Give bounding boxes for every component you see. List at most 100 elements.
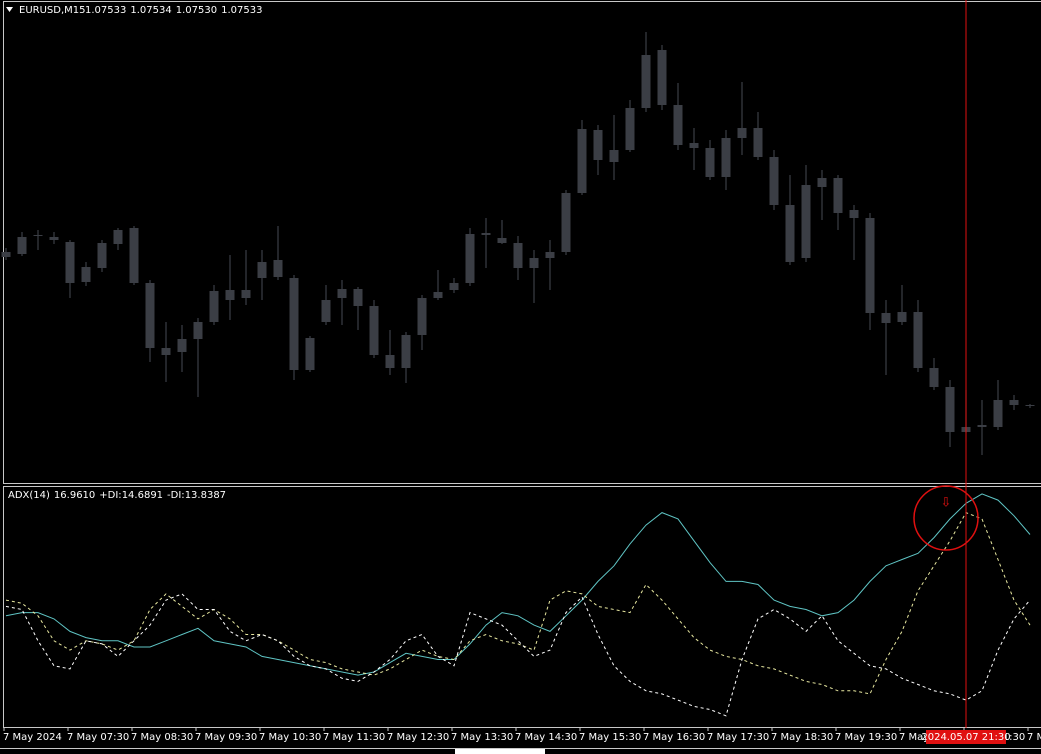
candle-body: [641, 55, 651, 108]
x-tick-label: 7 May 07:30: [67, 732, 129, 743]
candle-body: [977, 425, 987, 427]
candle-body: [705, 148, 715, 177]
candle-body: [353, 289, 363, 306]
quote-value: 1.07534: [130, 5, 171, 16]
x-tick-label: 7 May 10:30: [259, 732, 321, 743]
candle-body: [1009, 400, 1019, 405]
indicator-name: ADX(14): [8, 490, 50, 501]
candle-body: [673, 105, 683, 145]
price-layer: [1, 32, 1035, 455]
annotation-arrow: ⇩: [941, 496, 952, 511]
candle-body: [657, 50, 667, 105]
candle-body: [721, 138, 731, 177]
x-tick-label: 7 May 11:30: [323, 732, 385, 743]
crosshair-label-bg: [926, 730, 1006, 744]
candle-body: [65, 242, 75, 283]
candle-body: [33, 235, 43, 236]
candle-body: [225, 290, 235, 300]
price-panel: [3, 1, 1041, 484]
candle-body: [177, 339, 187, 352]
candle-body: [113, 230, 123, 244]
tab[interactable]: [455, 749, 545, 754]
candle-body: [369, 306, 379, 355]
x-tick-label: 7 May 13:30: [451, 732, 513, 743]
candle-body: [209, 291, 219, 322]
indicator-value: 16.9610: [54, 490, 95, 501]
candle-body: [193, 322, 203, 339]
candle-body: [257, 262, 267, 278]
candle-body: [801, 185, 811, 258]
quote-value: 1.07533: [221, 5, 262, 16]
indicator-name: +DI:: [99, 490, 121, 501]
candle-body: [785, 205, 795, 262]
candle-body: [817, 178, 827, 187]
indicator-value: 13.8387: [185, 490, 226, 501]
candle-body: [913, 312, 923, 368]
candle-body: [17, 237, 27, 254]
quote-value: 1.07530: [176, 5, 217, 16]
symbol-menu[interactable]: [6, 7, 13, 12]
candle-body: [593, 130, 603, 160]
crosshair: 2024.05.07 21:30: [921, 0, 1011, 744]
x-tick-label: 7 May 09:30: [195, 732, 257, 743]
crosshair-label: 2024.05.07 21:30: [921, 732, 1010, 743]
x-tick-label: 7 May 16:30: [643, 732, 705, 743]
candle-body: [481, 233, 491, 235]
candle-body: [385, 355, 395, 368]
quote-value: 1.07533: [85, 5, 126, 16]
annotation-circle: [913, 485, 979, 551]
candle-body: [497, 238, 507, 243]
indicator-layer: [5, 493, 1031, 717]
indicator-readout: ADX(14) 16.9610 +DI: 14.6891 -DI: 13.8387: [8, 490, 226, 501]
candle-body: [513, 243, 523, 268]
candle-body: [97, 243, 107, 268]
x-tick-label: 7 May 2024: [3, 732, 62, 743]
candle-body: [465, 234, 475, 283]
candle-body: [129, 228, 139, 283]
candle-body: [897, 312, 907, 322]
candle-body: [433, 292, 443, 298]
indicator-line: [5, 493, 1031, 676]
candle-body: [881, 313, 891, 323]
candle-body: [609, 150, 619, 162]
candle-body: [561, 193, 571, 252]
candle-body: [577, 129, 587, 193]
candle-body: [337, 289, 347, 298]
candle-body: [769, 157, 779, 205]
candle-body: [145, 283, 155, 348]
x-tick-label: 7 May 08:30: [131, 732, 193, 743]
candle-body: [273, 260, 283, 277]
candle-body: [625, 108, 635, 150]
candle-body: [849, 210, 859, 218]
candle-body: [289, 278, 299, 370]
x-tick-label: 7 May 18:30: [771, 732, 833, 743]
x-tick-label: 7 May 12:30: [387, 732, 449, 743]
candle-body: [401, 335, 411, 368]
candle-body: [945, 387, 955, 432]
indicator-line: [5, 511, 1031, 695]
x-tick-label: 7 May 14:30: [515, 732, 577, 743]
candle-body: [161, 348, 171, 355]
candle-body: [865, 218, 875, 313]
indicator-line: [5, 593, 1031, 717]
indicator-value: 14.6891: [122, 490, 163, 501]
symbol: EURUSD,M15: [19, 5, 85, 16]
x-axis: 7 May 2024 7 May 07:30 7 May 08:30 7 May 09…: [3, 727, 1041, 743]
x-tick-label: 7 May 17:30: [707, 732, 769, 743]
candle-body: [417, 298, 427, 335]
x-tick-label: 7 May 19:30: [835, 732, 897, 743]
candle-body: [753, 128, 763, 157]
indicator-name: -DI:: [167, 490, 185, 501]
x-tick-label: 7 May 15:30: [579, 732, 641, 743]
candle-body: [49, 237, 59, 240]
candle-body: [1025, 405, 1035, 406]
candle-body: [929, 368, 939, 387]
candle-body: [321, 300, 331, 322]
candle-body: [529, 258, 539, 268]
candle-body: [81, 267, 91, 282]
candle-body: [993, 400, 1003, 427]
candle-body: [737, 128, 747, 138]
candle-body: [241, 290, 251, 298]
candle-body: [449, 283, 459, 290]
